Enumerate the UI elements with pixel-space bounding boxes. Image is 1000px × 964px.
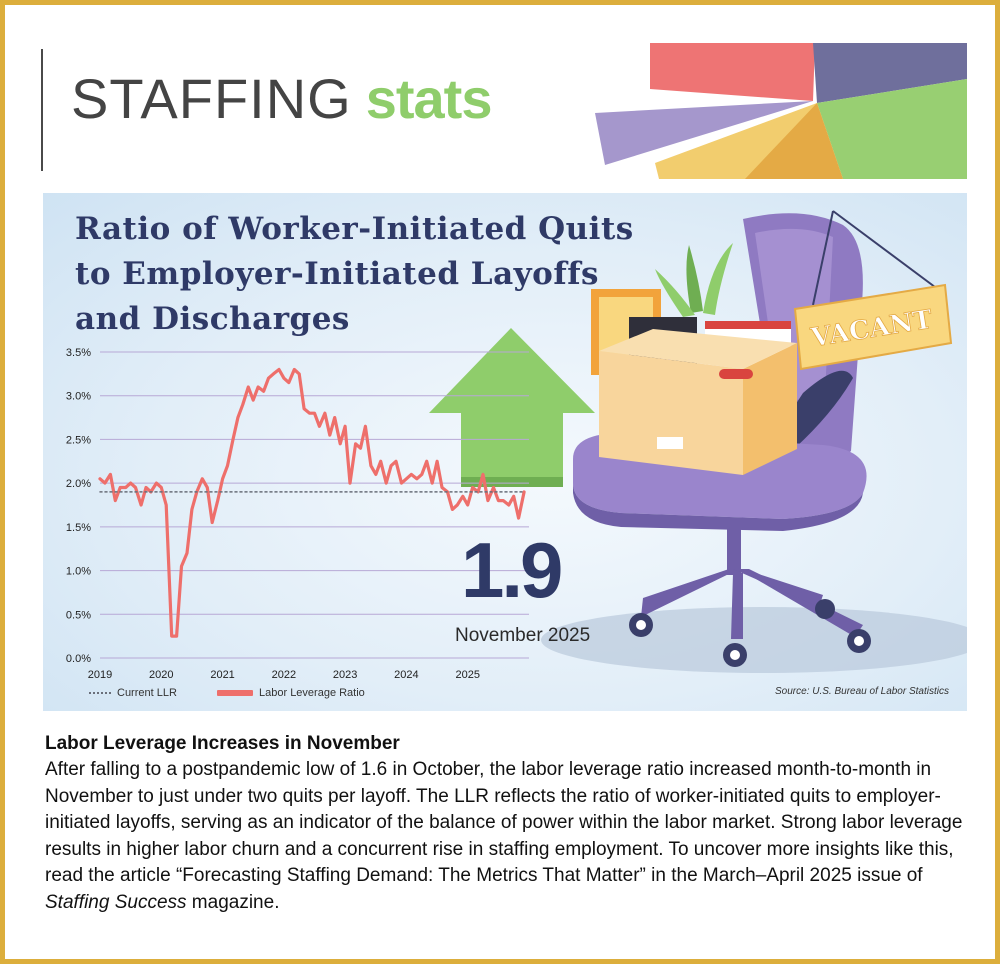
vacant-sign-icon: VACANT (793, 210, 953, 371)
y-tick-label: 0.0% (66, 653, 91, 665)
book-cover (705, 321, 791, 329)
series-layer (98, 367, 526, 638)
x-tick-label: 2023 (333, 669, 357, 681)
legend-label: Labor Leverage Ratio (259, 687, 365, 699)
chair-wheel-hub (854, 636, 864, 646)
banner-slice-lavender (595, 101, 813, 165)
box-front (599, 351, 743, 475)
brand-title-bold: stats (365, 67, 493, 130)
legend-swatch-solid (217, 690, 253, 697)
brand-title-light: STAFFING (71, 67, 352, 130)
x-tick-label: 2019 (88, 669, 112, 681)
legend-label: Current LLR (117, 687, 177, 699)
up-arrow-icon (429, 328, 595, 487)
banner-slice-green (817, 79, 967, 179)
chair-leg-right (739, 569, 863, 637)
x-tick-label: 2024 (394, 669, 418, 681)
x-tick-label: 2021 (210, 669, 234, 681)
sign-string-right (832, 210, 944, 294)
article-body: After falling to a postpandemic low of 1… (45, 757, 975, 916)
x-tick-label: 2020 (149, 669, 173, 681)
y-tick-label: 0.5% (66, 609, 91, 621)
chair-seat-edge (573, 483, 863, 531)
plant-leaf (686, 245, 703, 313)
floor-shadow (541, 607, 967, 673)
up-arrow-shadow (461, 477, 563, 487)
legend-swatch-dotted (89, 692, 111, 695)
plant-leaf (655, 269, 695, 317)
y-tick-label: 1.5% (66, 522, 91, 534)
current-value: 1.9 (461, 526, 563, 614)
y-tick-label: 2.0% (66, 478, 91, 490)
banner-pie-graphic (595, 43, 967, 179)
plant-leaf (703, 243, 733, 315)
article: Labor Leverage Increases in November Aft… (45, 731, 975, 916)
chair-leg-back (733, 569, 823, 607)
series-line-labor-leverage-ratio (98, 367, 526, 638)
chart-canvas: VACANT 0.0%0.5%1.0%1.5%2.0%2.5%3.0%3.5% … (66, 210, 967, 681)
banner-slice-slate (813, 43, 967, 103)
banner-slice-red (650, 43, 815, 101)
chart-source: Source: U.S. Bureau of Labor Statistics (775, 686, 949, 697)
box-handle (719, 369, 753, 379)
chair-wheel (815, 599, 835, 619)
box-top (599, 329, 797, 369)
article-body-text: After falling to a postpandemic low of 1… (45, 759, 963, 886)
legend-item-labor-leverage-ratio: Labor Leverage Ratio (217, 687, 365, 699)
y-axis-ticks: 0.0% 0.5% 1.0% 1.5% 2.0% 2.5% 3.0% 3.5% (66, 347, 91, 665)
box-side (743, 343, 797, 475)
chair-column (727, 529, 741, 575)
box-label (657, 437, 683, 449)
y-tick-label: 1.0% (66, 566, 91, 578)
sign-board (793, 283, 953, 371)
chair-wheel-hub (636, 620, 646, 630)
banner-slice-amber (745, 103, 843, 179)
brand-title: STAFFING stats (71, 71, 492, 127)
x-axis-ticks: 2019 2020 2021 2022 2023 2024 2025 (88, 669, 480, 681)
header-divider (41, 49, 43, 171)
x-tick-label: 2022 (272, 669, 296, 681)
x-tick-label: 2025 (455, 669, 479, 681)
magazine-title: Staffing Success (45, 891, 187, 913)
y-tick-label: 2.5% (66, 434, 91, 446)
legend-item-current-llr: Current LLR (89, 687, 177, 699)
sign-string-left (812, 210, 834, 306)
y-tick-label: 3.0% (66, 391, 91, 403)
moving-box-icon (591, 243, 797, 475)
current-value-caption: November 2025 (455, 625, 591, 646)
article-body-end: magazine. (186, 891, 280, 913)
chair-leg-front (731, 573, 743, 639)
article-heading: Labor Leverage Increases in November (45, 733, 400, 754)
y-tick-label: 3.5% (66, 347, 91, 359)
chart-panel: VACANT 0.0% 0.5% 1.0% 1.5% 2.0% 2.5% 3.0% 3.5% … (43, 193, 967, 711)
chair-leg-left (641, 569, 739, 617)
chair-wheel-hub (730, 650, 740, 660)
chart-title: Ratio of Worker-Initiated Quits to Emplo… (75, 211, 634, 337)
